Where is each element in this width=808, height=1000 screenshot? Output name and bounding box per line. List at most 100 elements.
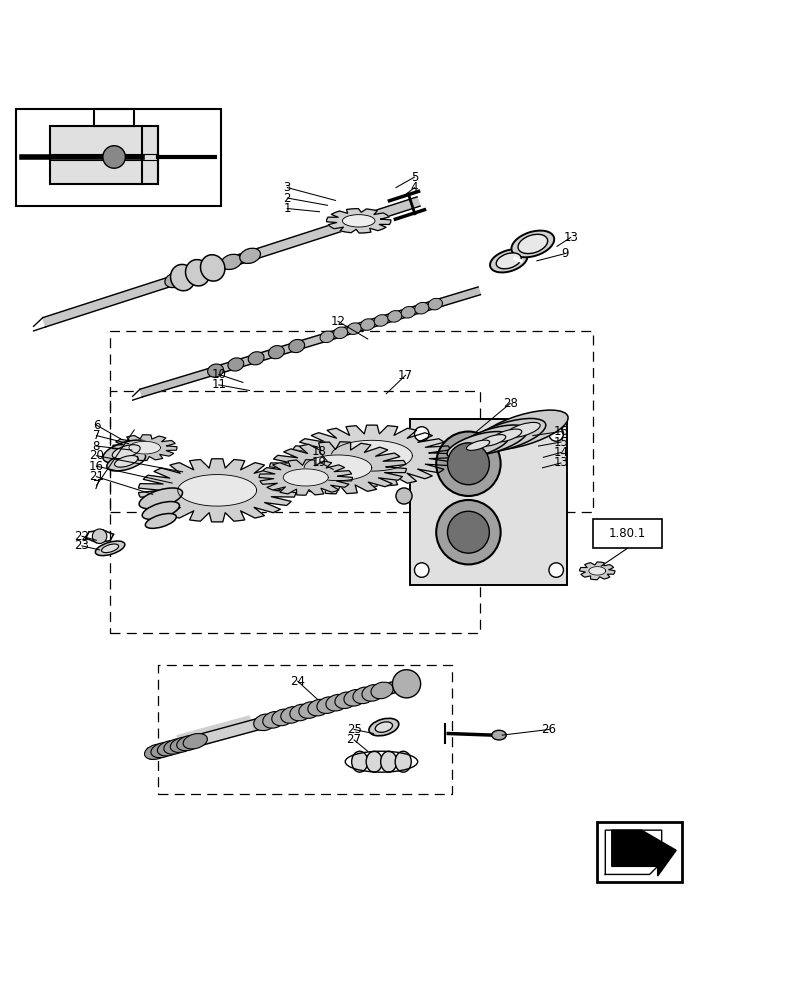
Ellipse shape (334, 327, 347, 339)
Ellipse shape (375, 722, 393, 732)
Ellipse shape (170, 737, 195, 752)
Polygon shape (589, 567, 606, 575)
Ellipse shape (469, 418, 545, 453)
Bar (593, 519, 662, 548)
Ellipse shape (151, 742, 175, 758)
Ellipse shape (208, 364, 224, 377)
Ellipse shape (145, 514, 176, 528)
Ellipse shape (466, 440, 490, 450)
Ellipse shape (351, 751, 368, 772)
Bar (16, 109, 221, 206)
Circle shape (448, 443, 490, 485)
Ellipse shape (112, 445, 140, 459)
Text: 28: 28 (503, 397, 518, 410)
Ellipse shape (288, 339, 305, 353)
Text: 3: 3 (284, 181, 291, 194)
Ellipse shape (145, 744, 169, 759)
Polygon shape (605, 830, 662, 874)
Ellipse shape (317, 697, 339, 713)
Circle shape (549, 427, 563, 441)
Ellipse shape (183, 266, 204, 282)
Circle shape (448, 511, 490, 553)
Ellipse shape (428, 298, 443, 310)
Polygon shape (326, 209, 391, 233)
Ellipse shape (402, 307, 415, 318)
Polygon shape (291, 425, 452, 486)
Polygon shape (331, 440, 412, 471)
Text: 1: 1 (284, 202, 291, 215)
Text: 14: 14 (553, 446, 569, 459)
Text: 2: 2 (284, 192, 291, 205)
Polygon shape (270, 442, 406, 494)
Ellipse shape (490, 249, 528, 272)
Text: 20: 20 (89, 449, 104, 462)
Ellipse shape (228, 358, 244, 371)
Text: 5: 5 (410, 171, 419, 184)
Ellipse shape (102, 544, 119, 553)
Circle shape (415, 427, 429, 441)
Ellipse shape (479, 435, 506, 446)
Ellipse shape (381, 751, 397, 772)
Ellipse shape (511, 231, 554, 257)
Ellipse shape (263, 712, 285, 728)
Circle shape (415, 563, 429, 577)
Circle shape (103, 146, 125, 168)
Ellipse shape (506, 422, 541, 437)
Polygon shape (612, 830, 676, 876)
Polygon shape (138, 459, 296, 522)
Ellipse shape (165, 272, 186, 288)
Ellipse shape (447, 432, 509, 459)
Ellipse shape (347, 323, 361, 334)
Ellipse shape (374, 315, 389, 326)
Ellipse shape (200, 255, 225, 281)
Text: 21: 21 (89, 470, 104, 483)
Ellipse shape (281, 707, 303, 723)
Text: 10: 10 (212, 368, 226, 381)
Ellipse shape (496, 253, 521, 269)
Ellipse shape (142, 502, 179, 519)
Ellipse shape (360, 319, 375, 330)
Text: 19: 19 (312, 456, 327, 469)
Text: 27: 27 (347, 733, 361, 746)
Polygon shape (43, 197, 420, 327)
Ellipse shape (388, 311, 402, 322)
Text: 22: 22 (74, 530, 90, 543)
Ellipse shape (457, 425, 528, 456)
Ellipse shape (139, 488, 183, 509)
Polygon shape (147, 678, 408, 759)
Text: 23: 23 (74, 539, 90, 552)
Text: 25: 25 (347, 723, 361, 736)
Ellipse shape (492, 730, 507, 740)
Ellipse shape (271, 709, 294, 726)
Ellipse shape (299, 702, 321, 718)
Ellipse shape (353, 687, 375, 704)
Text: 16: 16 (553, 425, 569, 438)
Polygon shape (259, 460, 352, 495)
Ellipse shape (186, 260, 210, 286)
Ellipse shape (202, 260, 223, 276)
Text: 12: 12 (330, 315, 346, 328)
Ellipse shape (254, 714, 276, 731)
Text: 13: 13 (553, 456, 569, 469)
Ellipse shape (103, 440, 149, 463)
Text: 7: 7 (93, 479, 100, 492)
Ellipse shape (362, 685, 384, 701)
Text: 4: 4 (410, 181, 419, 194)
Ellipse shape (248, 352, 264, 365)
Circle shape (549, 563, 563, 577)
Bar (410, 419, 567, 585)
Text: 26: 26 (541, 723, 557, 736)
Polygon shape (579, 562, 615, 580)
Circle shape (396, 488, 412, 504)
Ellipse shape (371, 682, 393, 699)
Text: 17: 17 (398, 369, 413, 382)
Text: 15: 15 (553, 436, 569, 449)
Ellipse shape (268, 346, 284, 359)
Ellipse shape (308, 699, 330, 716)
Ellipse shape (478, 410, 568, 450)
Text: 16: 16 (89, 460, 104, 473)
Text: 7: 7 (93, 429, 100, 442)
Ellipse shape (240, 248, 260, 263)
Ellipse shape (158, 741, 182, 756)
Polygon shape (304, 455, 372, 481)
